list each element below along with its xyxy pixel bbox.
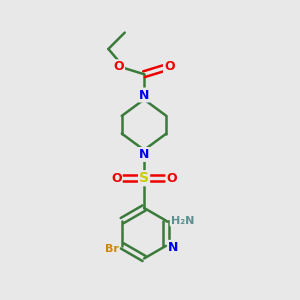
- Text: Br: Br: [105, 244, 119, 254]
- Text: N: N: [139, 148, 149, 161]
- Text: N: N: [139, 88, 149, 101]
- Text: S: S: [139, 171, 149, 185]
- Text: O: O: [167, 172, 177, 185]
- Text: O: O: [164, 60, 175, 73]
- Text: H₂N: H₂N: [171, 216, 194, 226]
- Text: O: O: [113, 60, 124, 73]
- Text: N: N: [168, 241, 178, 254]
- Text: O: O: [111, 172, 122, 185]
